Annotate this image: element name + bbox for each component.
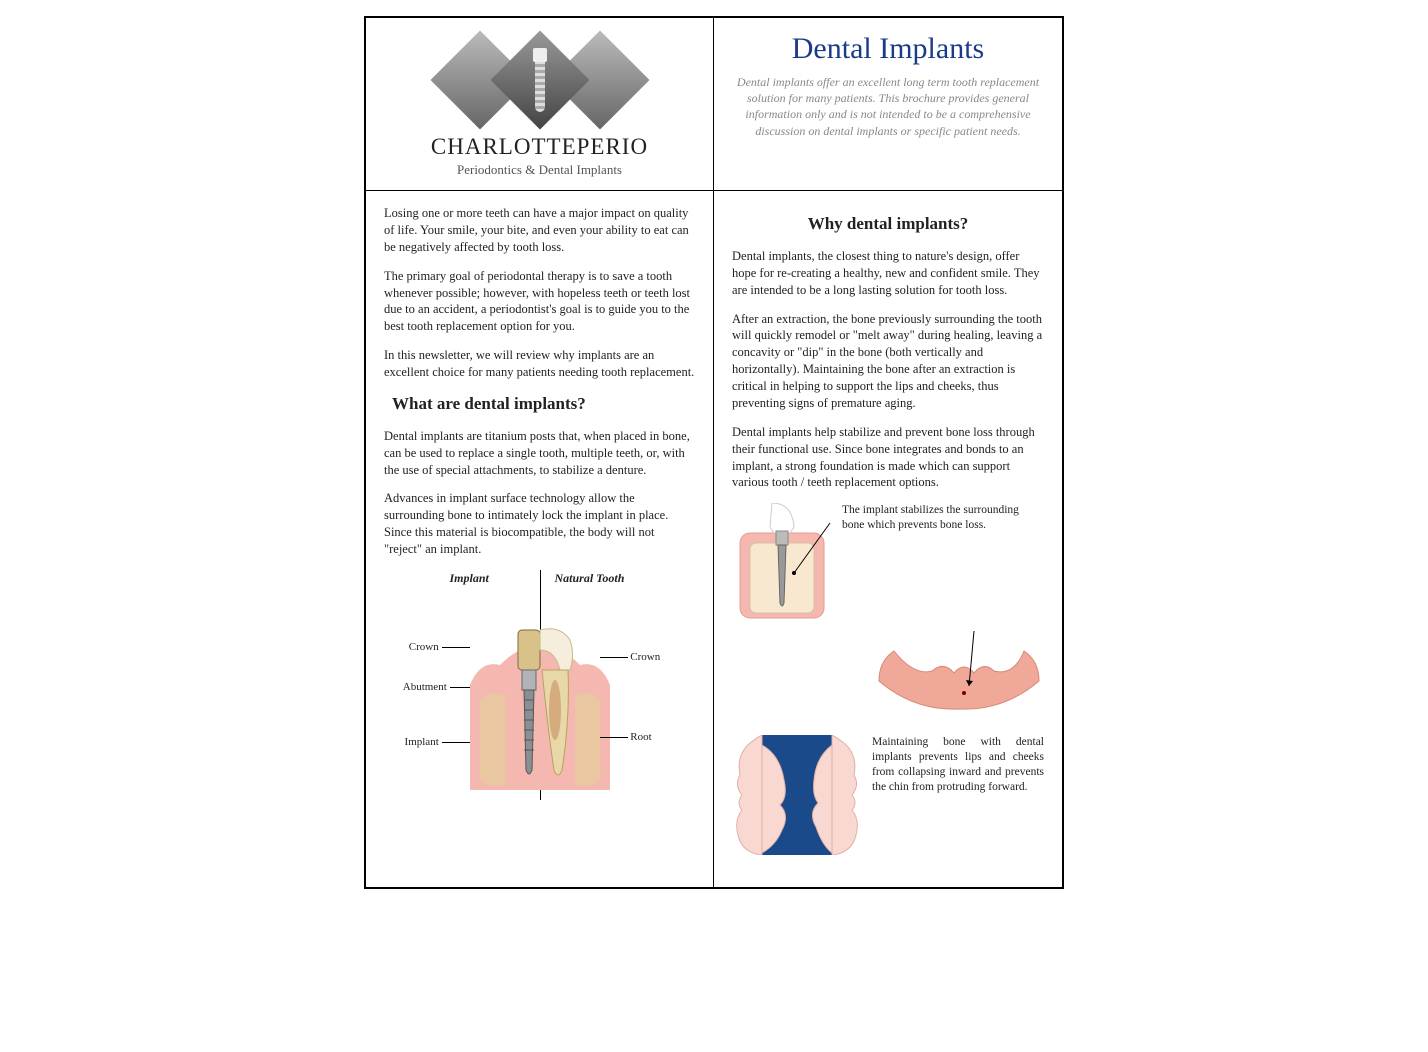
brand-tagline: Periodontics & Dental Implants	[457, 162, 622, 178]
implant-in-bone-icon	[732, 503, 832, 623]
facial-profile-icon	[732, 735, 862, 855]
right-column: Why dental implants? Dental implants, th…	[714, 191, 1062, 887]
diagram-label-natural: Natural Tooth	[555, 570, 625, 586]
tooth-cross-section-icon	[470, 600, 610, 790]
brochure-page: CHARLOTTEPERIO Periodontics & Dental Imp…	[364, 16, 1064, 889]
left-column: Losing one or more teeth can have a majo…	[366, 191, 714, 887]
what-para-2: Advances in implant surface technology a…	[384, 490, 695, 558]
header-title-block: Dental Implants Dental implants offer an…	[714, 18, 1062, 190]
section-what-heading: What are dental implants?	[384, 393, 695, 416]
implant-vs-tooth-diagram: Implant Natural Tooth	[400, 570, 680, 800]
why-para-3: Dental implants help stabilize and preve…	[732, 424, 1044, 492]
illustration-jaw-row	[732, 631, 1044, 721]
why-para-2: After an extraction, the bone previously…	[732, 311, 1044, 412]
diagram-label-implant: Implant	[450, 570, 489, 586]
intro-para-3: In this newsletter, we will review why i…	[384, 347, 695, 381]
label-root: Root	[600, 730, 652, 745]
section-why-heading: Why dental implants?	[732, 213, 1044, 236]
what-para-1: Dental implants are titanium posts that,…	[384, 428, 695, 479]
caption-facial-collapse: Maintaining bone with dental implants pr…	[872, 735, 1044, 855]
intro-para-2: The primary goal of periodontal therapy …	[384, 268, 695, 336]
page-title: Dental Implants	[732, 32, 1044, 66]
header: CHARLOTTEPERIO Periodontics & Dental Imp…	[366, 18, 1062, 191]
body-columns: Losing one or more teeth can have a majo…	[366, 191, 1062, 887]
page-subtitle: Dental implants offer an excellent long …	[732, 74, 1044, 139]
label-abutment: Abutment	[400, 680, 470, 695]
label-implant: Implant	[400, 735, 470, 750]
label-crown-left: Crown	[400, 640, 470, 655]
intro-para-1: Losing one or more teeth can have a majo…	[384, 205, 695, 256]
jaw-bone-icon	[874, 631, 1044, 721]
caption-bone-loss: The implant stabilizes the surrounding b…	[842, 503, 1044, 623]
logo-block: CHARLOTTEPERIO Periodontics & Dental Imp…	[366, 18, 714, 190]
logo-diamonds-icon	[425, 30, 655, 130]
illustration-row-2: Maintaining bone with dental implants pr…	[732, 735, 1044, 855]
brand-name: CHARLOTTEPERIO	[431, 134, 648, 160]
label-crown-right: Crown	[600, 650, 661, 665]
why-para-1: Dental implants, the closest thing to na…	[732, 248, 1044, 299]
illustration-row-1: The implant stabilizes the surrounding b…	[732, 503, 1044, 623]
